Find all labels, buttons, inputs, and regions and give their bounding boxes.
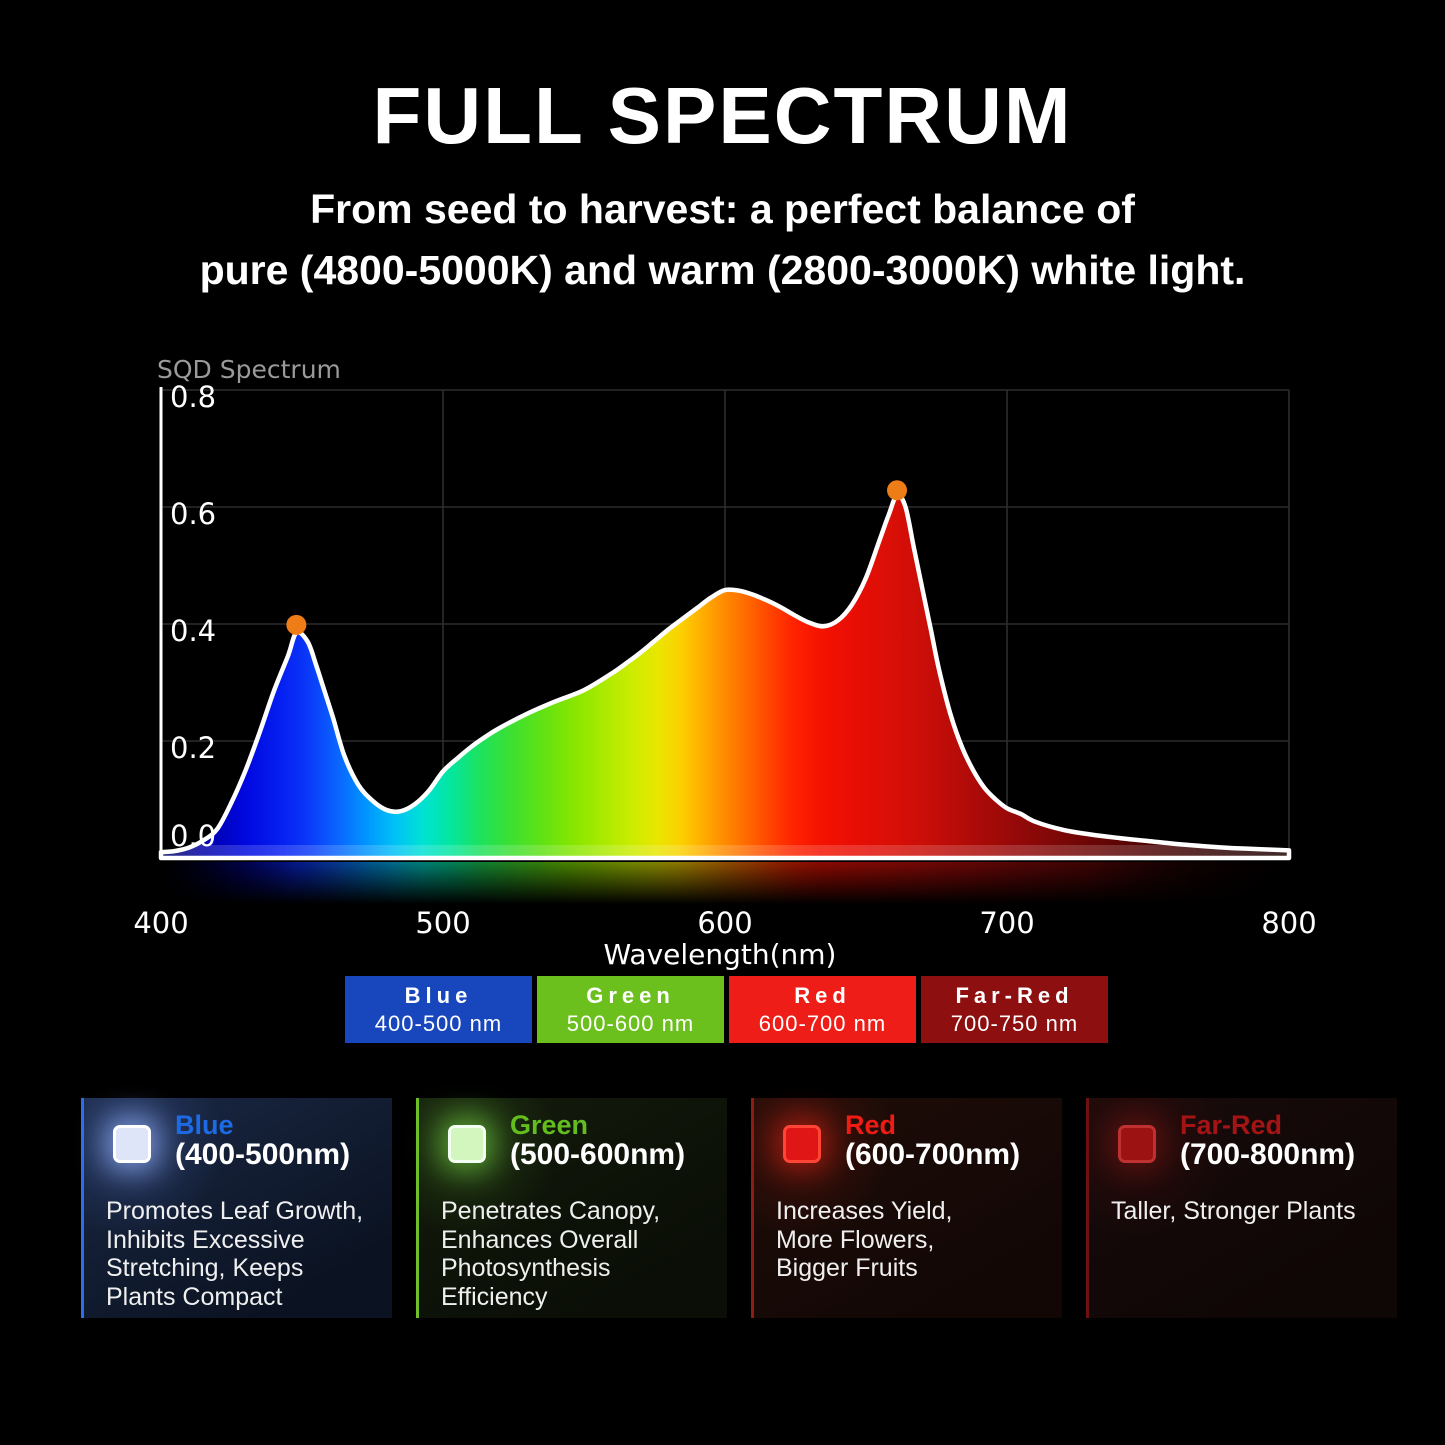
card-range: (500-600nm) xyxy=(510,1138,686,1171)
card-accent-bar xyxy=(751,1098,754,1318)
card-title: Green xyxy=(510,1110,589,1140)
legend-item-red: Red 600-700 nm xyxy=(729,976,916,1043)
x-tick-400: 400 xyxy=(133,906,189,940)
y-tick-02: 0.2 xyxy=(170,731,217,765)
legend-item-blue: Blue 400-500 nm xyxy=(345,976,532,1043)
spectrum-area xyxy=(161,495,1289,858)
peak-marker xyxy=(286,614,307,635)
spectrum-curve xyxy=(158,492,1292,861)
legend-range: 400-500 nm xyxy=(374,1010,503,1036)
legend-range: 600-700 nm xyxy=(758,1010,887,1036)
info-card-green: Green (500-600nm) Penetrates Canopy, Enh… xyxy=(416,1098,727,1318)
y-tick-06: 0.6 xyxy=(170,497,217,531)
y-tick-00: 0.0 xyxy=(170,819,217,853)
legend-label: Far-Red xyxy=(955,982,1074,1008)
card-description: Promotes Leaf Growth, Inhibits Excessive… xyxy=(106,1197,364,1311)
card-range: (700-800nm) xyxy=(1180,1138,1356,1171)
x-tick-800: 800 xyxy=(1261,906,1317,940)
card-title: Blue xyxy=(175,1110,234,1140)
legend-label: Red xyxy=(794,982,851,1008)
card-description: Increases Yield, More Flowers, Bigger Fr… xyxy=(776,1197,953,1282)
peak-marker xyxy=(887,480,908,501)
spectrum-chart xyxy=(158,387,1292,904)
info-cards: Blue (400-500nm) Promotes Leaf Growth, I… xyxy=(81,1098,1397,1318)
card-description: Penetrates Canopy, Enhances Overall Phot… xyxy=(441,1197,661,1311)
legend-bar: Blue 400-500 nm Green 500-600 nm Red 600… xyxy=(345,976,1108,1043)
farred-led-icon xyxy=(1118,1125,1156,1163)
info-card-blue: Blue (400-500nm) Promotes Leaf Growth, I… xyxy=(81,1098,392,1318)
x-tick-700: 700 xyxy=(979,906,1035,940)
legend-range: 700-750 nm xyxy=(950,1010,1079,1036)
x-tick-600: 600 xyxy=(697,906,753,940)
legend-item-green: Green 500-600 nm xyxy=(537,976,724,1043)
page-title: FULL SPECTRUM xyxy=(372,71,1073,160)
card-accent-bar xyxy=(1086,1098,1089,1318)
chart-title: SQD Spectrum xyxy=(157,355,341,384)
subtitle-line1: From seed to harvest: a perfect balance … xyxy=(310,186,1135,232)
card-title: Far-Red xyxy=(1180,1110,1283,1140)
x-tick-500: 500 xyxy=(415,906,471,940)
y-tick-08: 0.8 xyxy=(170,380,217,414)
subtitle-line2: pure (4800-5000K) and warm (2800-3000K) … xyxy=(199,247,1246,293)
info-card-red: Red (600-700nm) Increases Yield, More Fl… xyxy=(751,1098,1062,1318)
page-subtitle: From seed to harvest: a perfect balance … xyxy=(0,179,1445,301)
legend-label: Blue xyxy=(404,982,473,1008)
legend-label: Green xyxy=(586,982,675,1008)
legend-item-farred: Far-Red 700-750 nm xyxy=(921,976,1108,1043)
spectrum-reflection xyxy=(161,862,1289,904)
y-tick-04: 0.4 xyxy=(170,614,217,648)
card-accent-bar xyxy=(416,1098,419,1318)
blue-led-icon xyxy=(113,1125,151,1163)
legend-range: 500-600 nm xyxy=(566,1010,695,1036)
card-description: Taller, Stronger Plants xyxy=(1111,1197,1356,1225)
card-title: Red xyxy=(845,1110,897,1140)
info-card-farred: Far-Red (700-800nm) Taller, Stronger Pla… xyxy=(1086,1098,1397,1318)
red-led-icon xyxy=(783,1125,821,1163)
card-range: (600-700nm) xyxy=(845,1138,1021,1171)
x-axis-title: Wavelength(nm) xyxy=(603,938,837,971)
card-accent-bar xyxy=(81,1098,84,1318)
card-range: (400-500nm) xyxy=(175,1138,351,1171)
green-led-icon xyxy=(448,1125,486,1163)
